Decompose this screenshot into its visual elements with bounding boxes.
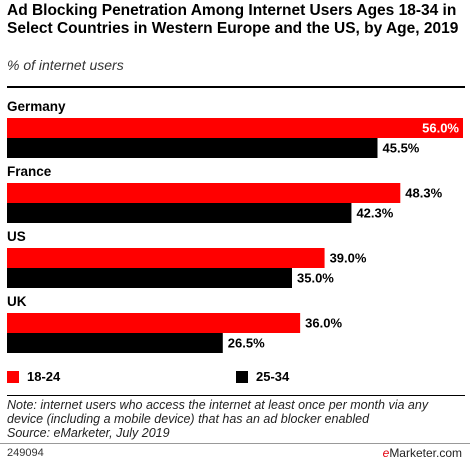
title-divider	[7, 86, 465, 88]
bar-uk-18-24	[7, 313, 301, 333]
data-label-france-25-34: 42.3%	[356, 206, 393, 221]
legend-label-25-34: 25-34	[256, 369, 290, 384]
bar-france-25-34	[7, 203, 352, 223]
data-label-uk-25-34: 26.5%	[228, 336, 265, 351]
bar-germany-18-24	[7, 118, 463, 138]
legend-item-25-34: 25-34	[236, 368, 356, 386]
note-divider	[7, 395, 465, 396]
note-text: Note: internet users who access the inte…	[7, 398, 429, 426]
bar-germany-25-34	[7, 138, 378, 158]
chart-subtitle: % of internet users	[7, 57, 124, 73]
bar-uk-25-34	[7, 333, 223, 353]
category-label-france: France	[7, 164, 52, 179]
chart-title: Ad Blocking Penetration Among Internet U…	[7, 2, 459, 37]
brand-logo-text: Marketer.com	[389, 446, 462, 460]
data-label-us-25-34: 35.0%	[297, 271, 334, 286]
legend-label-18-24: 18-24	[27, 369, 61, 384]
data-label-germany-25-34: 45.5%	[383, 141, 420, 156]
bar-us-25-34	[7, 268, 292, 288]
legend-swatch-25-34	[236, 371, 248, 383]
category-label-germany: Germany	[7, 99, 66, 114]
bar-france-18-24	[7, 183, 401, 203]
category-label-uk: UK	[7, 294, 27, 309]
data-label-us-18-24: 39.0%	[330, 251, 367, 266]
legend-swatch-18-24	[7, 371, 19, 383]
bar-us-18-24	[7, 248, 325, 268]
brand-logo: eMarketer.com	[383, 446, 462, 460]
chart-id: 249094	[7, 447, 44, 459]
chart-note: Note: internet users who access the inte…	[7, 398, 467, 440]
legend-item-18-24: 18-24	[7, 368, 127, 386]
bar-chart: Germany 56.0%45.5% France 48.3% 42.3% US 39.0%…	[7, 99, 463, 353]
data-label-germany-18-24: 56.0%	[422, 121, 459, 136]
brand-logo-e: e	[382, 446, 390, 460]
data-label-uk-18-24: 36.0%	[305, 316, 342, 331]
source-text: Source: eMarketer, July 2019	[7, 426, 170, 440]
category-label-us: US	[7, 229, 26, 244]
data-label-france-18-24: 48.3%	[405, 186, 442, 201]
footer-divider	[0, 443, 470, 444]
